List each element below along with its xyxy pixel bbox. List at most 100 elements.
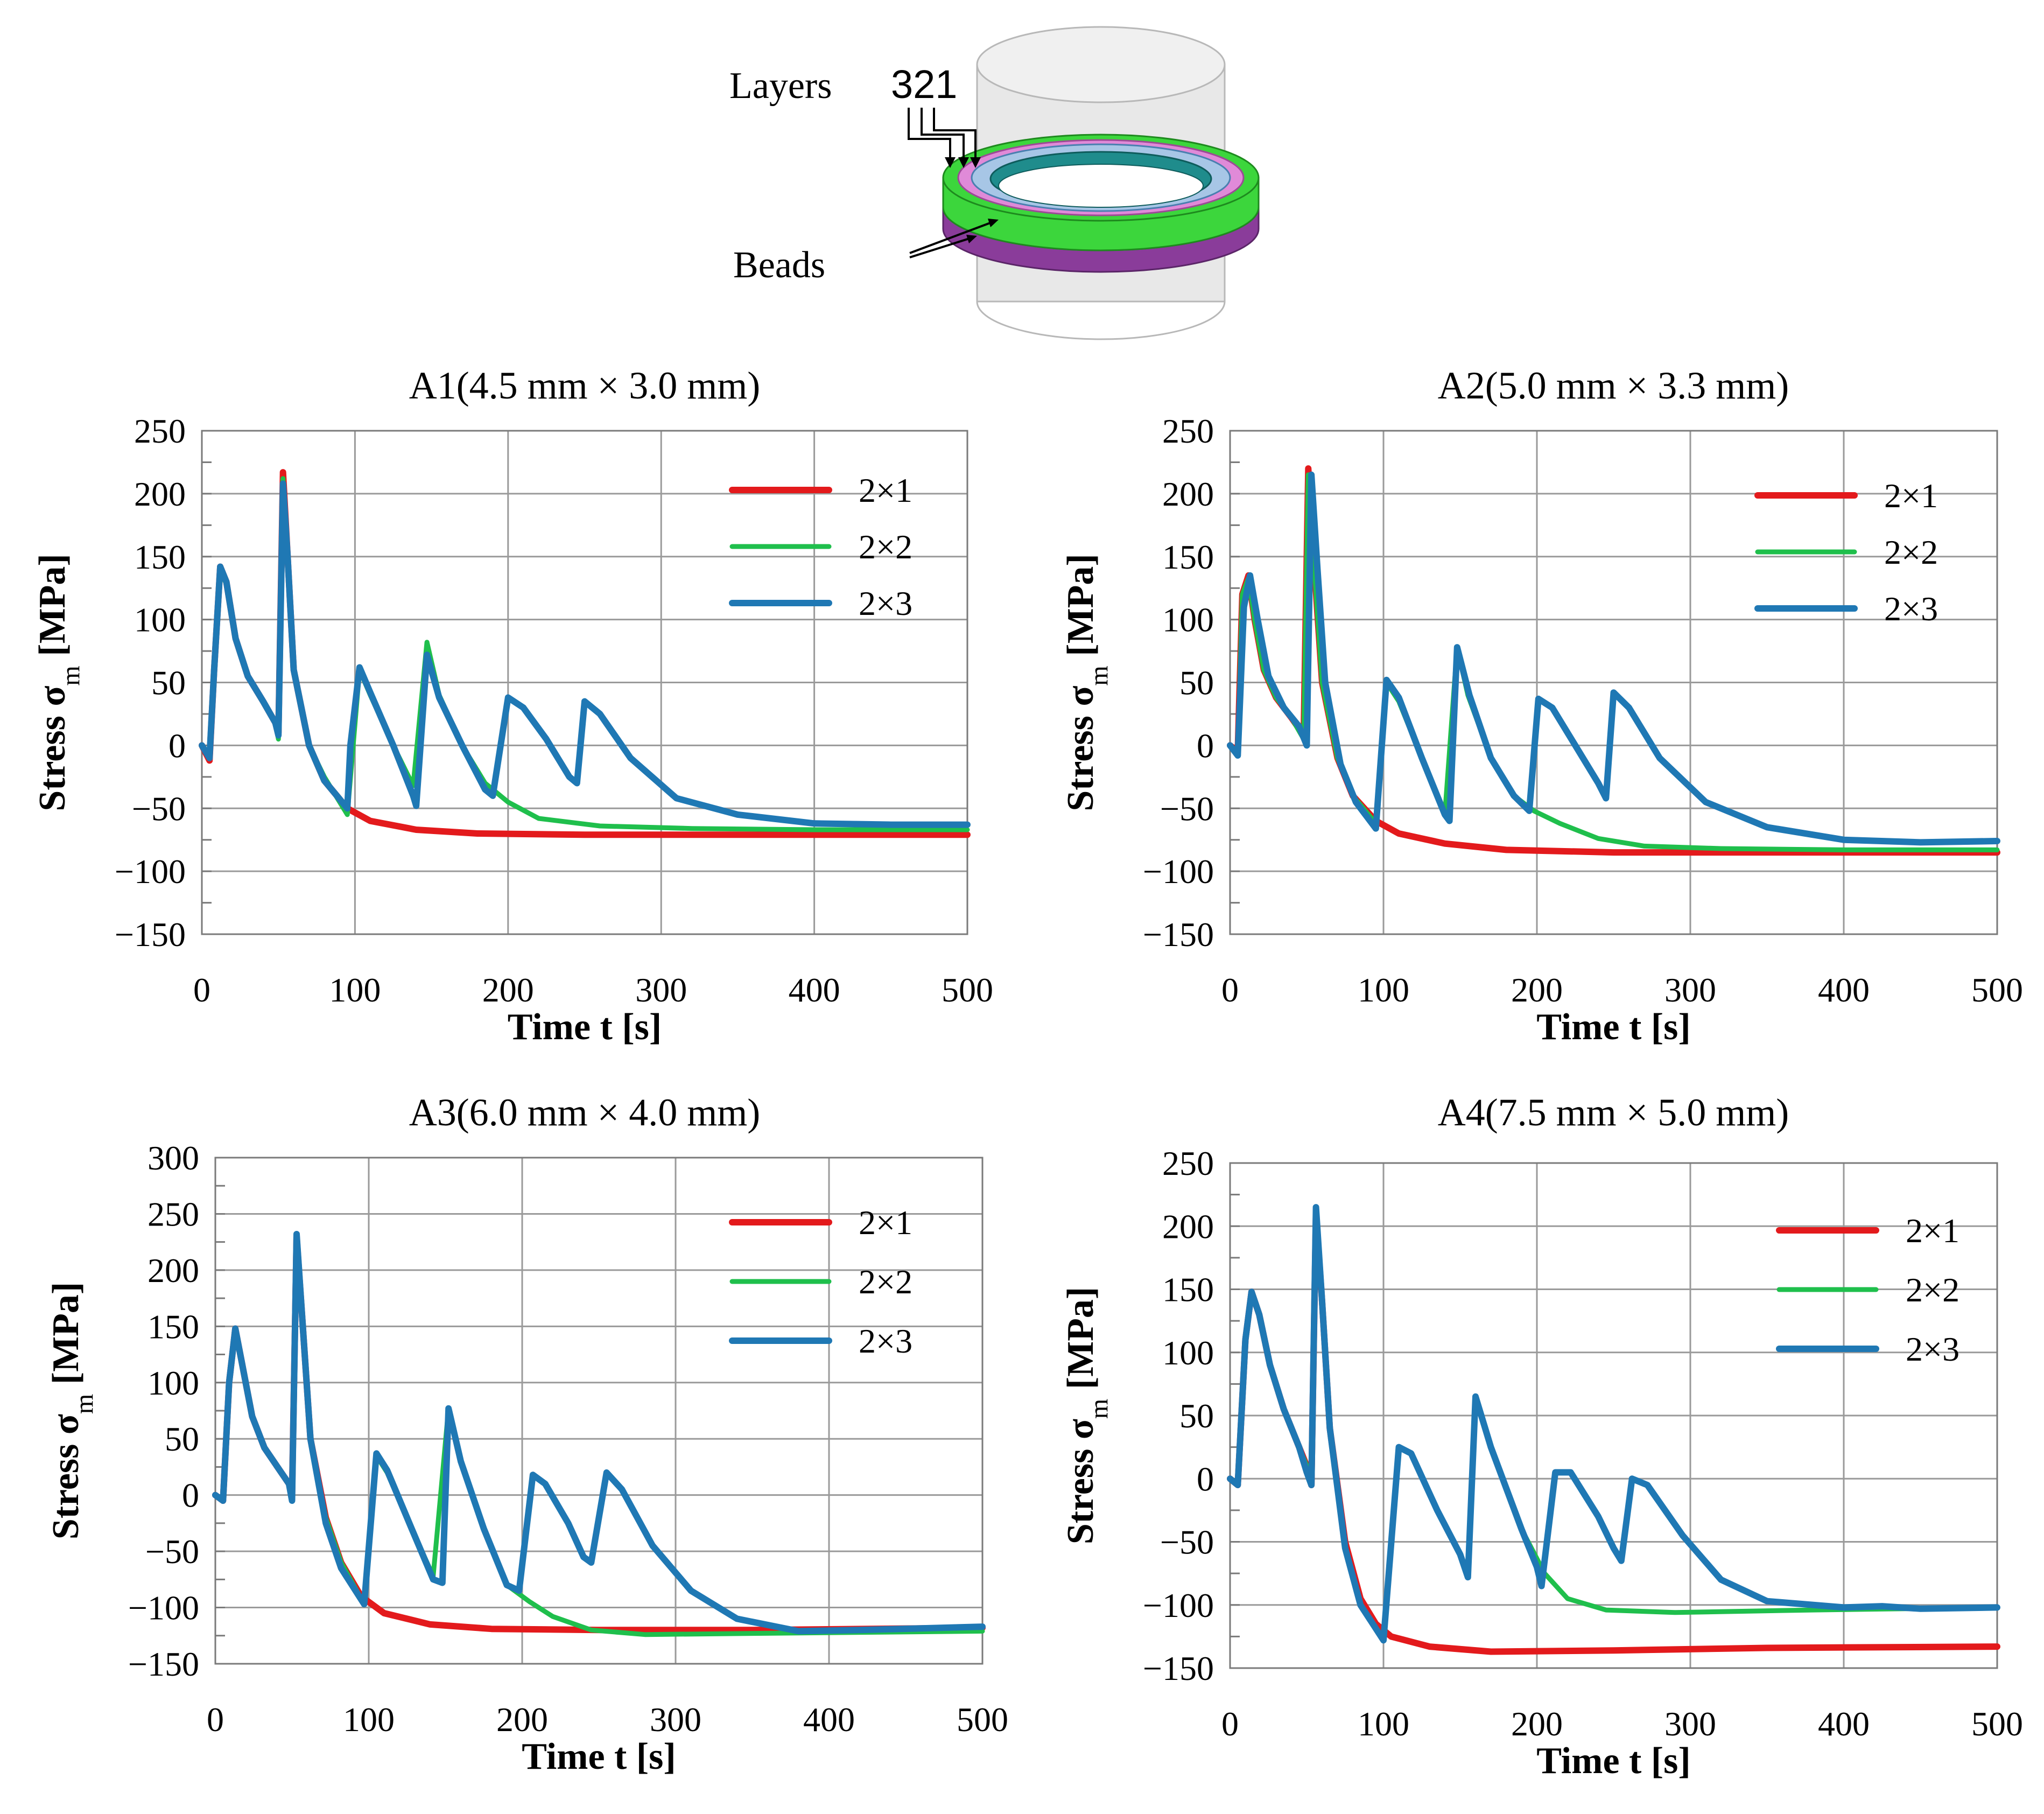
y-tick-label: −100 [128,1589,199,1627]
series-line-2×2 [1227,472,2000,852]
y-axis-label: Stress σm [MPa] [45,1282,99,1539]
y-tick-label: 50 [1179,1397,1214,1435]
y-tick-label: −100 [115,852,186,891]
y-tick-label: 150 [147,1307,199,1346]
legend: 2×1 2×2 2×3 [729,471,912,622]
legend-label-2×1: 2×1 [859,1203,912,1242]
y-tick-label: 250 [147,1195,199,1233]
plot-frame [1229,430,1998,935]
y-tick-label: 250 [1162,412,1214,450]
y-tick-label: 50 [1179,664,1214,702]
x-tick-label: 0 [1221,1705,1239,1743]
y-tick-label: 250 [1162,1144,1214,1182]
y-axis-label-sub: m [70,1394,99,1414]
bead-arrows-icon [909,220,996,258]
x-tick-label: 200 [1511,971,1563,1009]
y-tick-label: 200 [1162,475,1214,513]
y-tick-label: 150 [1162,538,1214,576]
x-tick-label: 100 [1358,1705,1409,1743]
x-tick-label: 200 [482,971,534,1009]
x-tick-label: 0 [193,971,210,1009]
x-axis-label: Time t [s] [1536,1740,1690,1782]
x-tick-label: 0 [1221,971,1239,1009]
legend-label-2×3: 2×3 [1884,590,1938,628]
y-tick-label: 50 [165,1420,199,1458]
weld-ring-diagram: Layers 321 Beads [729,26,1260,340]
charts-container: 0 100 200 300 400 500250200150100500−50−100−1… [32,364,2023,1782]
series-line-2×1 [1227,1210,2000,1655]
y-tick-label: 100 [147,1364,199,1402]
chart-title: A4(7.5 mm × 5.0 mm) [1438,1091,1789,1134]
x-tick-label: 500 [1971,1705,2023,1743]
chart-title: A3(6.0 mm × 4.0 mm) [409,1091,761,1134]
layers-label: Layers [729,65,832,107]
y-axis-label-sub: m [1085,666,1113,685]
chart-3: 0 100 200 300 400 500300250200150100500−50−10… [45,1091,1008,1777]
layer-arrowheads-icon [945,157,981,168]
series-line-2×3 [212,1231,986,1635]
y-axis-label-unit: [MPa] [32,554,73,666]
x-tick-label: 300 [1664,971,1716,1009]
y-axis-label-sub: m [1085,1399,1113,1419]
legend: 2×1 2×2 2×3 [1776,1211,1959,1368]
grid [1230,1162,1997,1669]
plot-frame [1229,1162,1998,1669]
y-tick-label: −150 [1143,1649,1214,1687]
y-tick-label: 100 [1162,1334,1214,1372]
legend-label-2×3: 2×3 [859,584,912,622]
y-tick-label: 200 [134,475,186,513]
legend-label-2×3: 2×3 [859,1322,912,1360]
x-axis-label: Time t [s] [508,1006,662,1048]
y-tick-label: 100 [134,601,186,639]
x-tick-label: 500 [942,971,993,1009]
y-tick-label: 0 [1197,1460,1214,1498]
y-axis-label: Stress σm [MPa] [1060,554,1113,811]
y-tick-label: 0 [182,1476,199,1515]
y-tick-label: 200 [147,1251,199,1290]
chart-4: 0 100 200 300 400 500250200150100500−50−100−1… [1060,1091,2023,1782]
x-tick-label: 200 [496,1700,548,1739]
y-tick-label: 250 [134,412,186,450]
series-line-2×3 [199,480,971,828]
plot-frame [214,1157,984,1665]
y-tick-label: −100 [1143,1586,1214,1624]
x-tick-label: 500 [957,1700,1008,1739]
y-tick-label: −50 [1160,1523,1214,1561]
y-tick-label: 50 [151,664,186,702]
series-line-2×1 [199,469,971,838]
x-tick-label: 300 [650,1700,701,1739]
y-tick-label: −50 [132,789,186,828]
series-line-2×2 [1227,1207,2000,1643]
y-axis-label-main: Stress σ [1060,686,1101,811]
y-tick-label: −100 [1143,852,1214,891]
x-tick-label: 400 [1818,971,1870,1009]
y-tick-label: 100 [1162,601,1214,639]
y-tick-label: 0 [1197,726,1214,765]
inner-bore-icon [989,151,1212,208]
x-tick-label: 100 [343,1700,395,1739]
x-tick-label: 300 [1664,1705,1716,1743]
chart-1: 0 100 200 300 400 500250200150100500−50−100−1… [32,364,993,1048]
x-axis-label: Time t [s] [1536,1006,1690,1048]
x-tick-label: 400 [803,1700,855,1739]
chart-title: A2(5.0 mm × 3.3 mm) [1438,364,1789,407]
y-axis-label-unit: [MPa] [45,1282,87,1394]
legend-label-2×2: 2×2 [1906,1271,1959,1309]
y-tick-label: −150 [115,915,186,954]
y-tick-label: −50 [1160,789,1214,828]
y-tick-label: −50 [145,1532,199,1571]
legend: 2×1 2×2 2×3 [729,1203,912,1360]
y-axis-label: Stress σm [MPa] [1060,1287,1113,1544]
legend-label-2×2: 2×2 [859,528,912,566]
y-tick-label: −150 [1143,915,1214,954]
legend-label-2×1: 2×1 [859,471,912,509]
x-tick-label: 300 [635,971,687,1009]
x-axis-label: Time t [s] [522,1736,676,1777]
beads-label: Beads [733,244,825,286]
legend: 2×1 2×2 2×3 [1754,477,1938,628]
grid [1230,430,1997,935]
y-tick-label: 150 [1162,1271,1214,1309]
series-line-2×3 [1227,471,2000,846]
grid [215,1157,982,1665]
